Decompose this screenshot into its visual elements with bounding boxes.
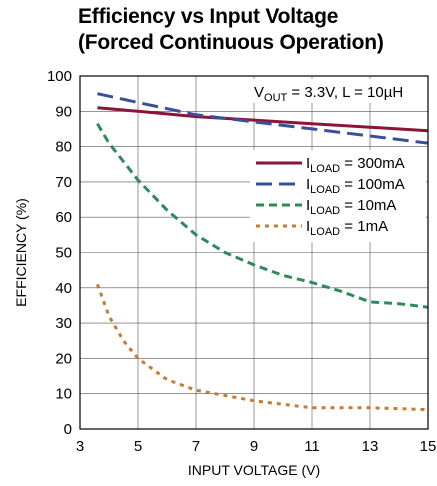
series-line-1 — [97, 92, 429, 145]
series-line-3 — [95, 283, 429, 412]
y-tick-label: 90 — [55, 103, 72, 120]
chart-annotation: VOUT = 3.3V, L = 10µH — [248, 79, 424, 104]
x-tick-label: 15 — [420, 438, 437, 455]
x-tick-label: 5 — [134, 438, 142, 455]
legend-label-1: ILOAD = 100mA — [306, 176, 405, 196]
x-tick-label: 11 — [304, 438, 320, 455]
chart-title-line2: (Forced Continuous Operation) — [78, 31, 384, 54]
series-line-2 — [96, 122, 429, 309]
y-tick-label: 20 — [55, 350, 72, 367]
x-tick-label: 9 — [250, 438, 258, 455]
annotation-text: VOUT = 3.3V, L = 10µH — [254, 84, 403, 104]
y-tick-label: 0 — [64, 421, 72, 438]
x-axis-label: INPUT VOLTAGE (V) — [188, 462, 320, 478]
y-tick-label: 80 — [55, 139, 72, 156]
x-axis-ticks: 3 5 7 9 11 13 15 — [76, 438, 437, 455]
chart-title-line1: Efficiency vs Input Voltage — [78, 5, 339, 28]
y-tick-label: 10 — [55, 386, 72, 403]
y-tick-label: 70 — [55, 174, 72, 191]
legend-label-2: ILOAD = 10mA — [306, 197, 396, 217]
annotation-background — [248, 79, 424, 103]
x-tick-label: 7 — [192, 438, 200, 455]
series-line-0 — [97, 106, 429, 133]
y-axis-label: EFFICIENCY (%) — [13, 198, 29, 307]
chart-title: Efficiency vs Input Voltage (Forced Cont… — [78, 4, 384, 56]
chart-series — [95, 92, 429, 412]
y-tick-label: 40 — [55, 280, 72, 297]
y-axis-ticks: 0 10 20 30 40 50 60 70 80 90 100 — [47, 68, 72, 438]
x-tick-label: 13 — [362, 438, 379, 455]
legend-label-0: ILOAD = 300mA — [306, 155, 405, 175]
legend-background — [250, 150, 426, 242]
y-tick-label: 100 — [47, 68, 72, 85]
y-tick-label: 60 — [55, 209, 72, 226]
x-tick-label: 3 — [76, 438, 84, 455]
legend-label-3: ILOAD = 1mA — [306, 218, 388, 238]
plot-frame — [79, 75, 429, 430]
y-tick-label: 30 — [55, 315, 72, 332]
y-tick-label: 50 — [55, 245, 72, 262]
